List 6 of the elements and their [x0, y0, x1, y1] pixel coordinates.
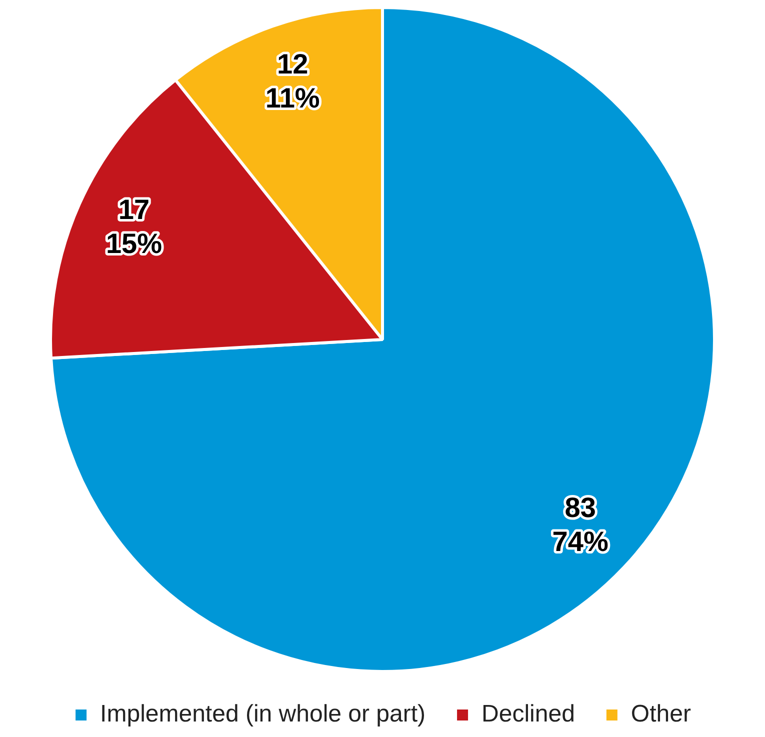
data-label: 83 74% — [552, 492, 608, 558]
data-label: 17 15% — [106, 194, 162, 260]
legend-label: Implemented (in whole or part) — [100, 700, 426, 728]
data-label: 12 11% — [265, 48, 320, 114]
legend-label: Other — [630, 700, 691, 728]
legend-label: Declined — [482, 700, 575, 728]
